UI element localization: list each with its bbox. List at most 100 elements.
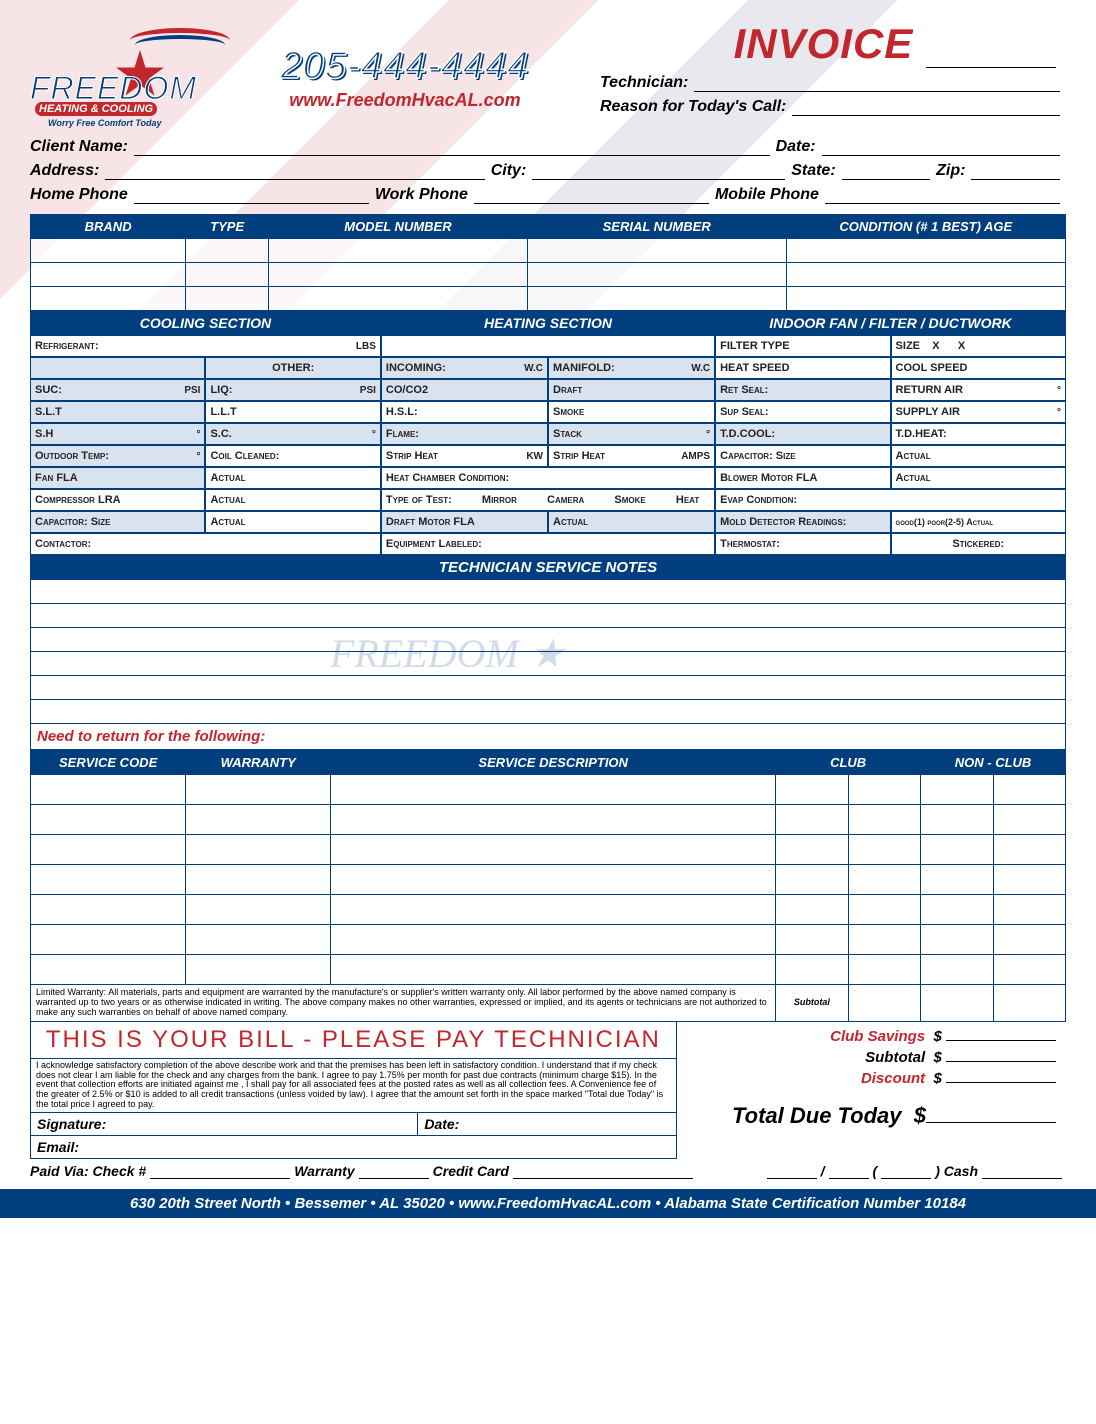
coco2-cell[interactable]: CO/CO2 bbox=[381, 379, 548, 401]
note-line[interactable] bbox=[30, 604, 1066, 628]
note-line[interactable] bbox=[30, 652, 1066, 676]
complra-cell[interactable]: Compressor LRA bbox=[30, 489, 205, 511]
suc-cell[interactable]: SUC:PSI bbox=[30, 379, 205, 401]
icap-cell[interactable]: Capacitor: Size bbox=[715, 445, 890, 467]
sig-date-label[interactable]: Date: bbox=[418, 1113, 676, 1136]
blower-cell[interactable]: Blower Motor FLA bbox=[715, 467, 890, 489]
sh-cell[interactable]: S.H° bbox=[30, 423, 205, 445]
check-input[interactable] bbox=[150, 1163, 290, 1179]
cc-input[interactable] bbox=[513, 1163, 693, 1179]
test-type-cell[interactable]: Type of Test: Mirror Camera Smoke Heat bbox=[381, 489, 715, 511]
subtotal-nc2[interactable] bbox=[993, 985, 1065, 1022]
technician-input[interactable] bbox=[694, 74, 1060, 92]
blower-actual[interactable]: Actual bbox=[891, 467, 1066, 489]
cap-actual[interactable]: Actual bbox=[205, 511, 380, 533]
note-line[interactable] bbox=[30, 700, 1066, 724]
svc-row[interactable] bbox=[31, 805, 1066, 835]
incoming-cell[interactable]: INCOMING:W.C bbox=[381, 357, 548, 379]
other-label[interactable]: OTHER: bbox=[205, 357, 380, 379]
tdcool-cell[interactable]: T.D.COOL: bbox=[715, 423, 890, 445]
work-phone-input[interactable] bbox=[474, 186, 709, 204]
heat-blank[interactable] bbox=[381, 335, 715, 357]
coil-cell[interactable]: Coil Cleaned: bbox=[205, 445, 380, 467]
labeled-cell[interactable]: Equipment Labeled: bbox=[381, 533, 715, 555]
svc-row[interactable] bbox=[31, 895, 1066, 925]
slt-cell[interactable]: S.L.T bbox=[30, 401, 205, 423]
subtotal-input[interactable] bbox=[946, 1061, 1056, 1062]
svc-row[interactable] bbox=[31, 835, 1066, 865]
equip-row[interactable] bbox=[31, 287, 1066, 311]
discount-input[interactable] bbox=[946, 1082, 1056, 1083]
filter-cell[interactable]: FILTER TYPE bbox=[715, 335, 890, 357]
fanfla-cell[interactable]: Fan FLA bbox=[30, 467, 205, 489]
cool-blank[interactable] bbox=[30, 357, 205, 379]
refrigerant-label[interactable]: Refrigerant:LBS bbox=[30, 335, 381, 357]
zip-input[interactable] bbox=[971, 162, 1060, 180]
reason-input[interactable] bbox=[792, 98, 1060, 116]
stack-cell[interactable]: Stack° bbox=[548, 423, 715, 445]
equip-row[interactable] bbox=[31, 239, 1066, 263]
llt-cell[interactable]: L.L.T bbox=[205, 401, 380, 423]
mold-scale[interactable]: good(1) poor(2-5) Actual bbox=[891, 511, 1066, 533]
club-savings-input[interactable] bbox=[946, 1040, 1056, 1041]
smoke-cell[interactable]: Smoke bbox=[548, 401, 715, 423]
outdoor-cell[interactable]: Outdoor Temp:° bbox=[30, 445, 205, 467]
date-input[interactable] bbox=[822, 138, 1060, 156]
sticker-cell[interactable]: Stickered: bbox=[891, 533, 1066, 555]
filter-size[interactable]: SIZE X X bbox=[891, 335, 1066, 357]
indoor-header: INDOOR FAN / FILTER / DUCTWORK bbox=[715, 311, 1066, 335]
svc-row[interactable] bbox=[31, 955, 1066, 985]
note-line[interactable] bbox=[30, 628, 1066, 652]
home-phone-input[interactable] bbox=[134, 186, 369, 204]
manifold-cell[interactable]: MANIFOLD:W.C bbox=[548, 357, 715, 379]
address-input[interactable] bbox=[105, 162, 484, 180]
city-input[interactable] bbox=[532, 162, 785, 180]
cash-label: ) Cash bbox=[935, 1163, 978, 1179]
chamber-cell[interactable]: Heat Chamber Condition: bbox=[381, 467, 715, 489]
supply-cell[interactable]: SUPPLY AIR° bbox=[891, 401, 1066, 423]
client-input[interactable] bbox=[134, 138, 770, 156]
liq-cell[interactable]: LIQ:PSI bbox=[205, 379, 380, 401]
return-cell[interactable]: RETURN AIR° bbox=[891, 379, 1066, 401]
note-line[interactable] bbox=[30, 580, 1066, 604]
exp-mo[interactable] bbox=[767, 1163, 817, 1179]
email-label[interactable]: Email: bbox=[31, 1136, 676, 1159]
grand-total-input[interactable] bbox=[926, 1122, 1056, 1123]
exp-yr[interactable] bbox=[829, 1163, 869, 1179]
supseal-cell[interactable]: Sup Seal: bbox=[715, 401, 890, 423]
draft-cell[interactable]: Draft bbox=[548, 379, 715, 401]
draftfla-cell[interactable]: Draft Motor FLA bbox=[381, 511, 548, 533]
state-input[interactable] bbox=[842, 162, 931, 180]
heatspeed-cell[interactable]: HEAT SPEED bbox=[715, 357, 890, 379]
coolspeed-cell[interactable]: COOL SPEED bbox=[891, 357, 1066, 379]
fanfla-actual[interactable]: Actual bbox=[205, 467, 380, 489]
hsl-cell[interactable]: H.S.L: bbox=[381, 401, 548, 423]
stripheat-kw[interactable]: Strip HeatKW bbox=[381, 445, 548, 467]
sc-cell[interactable]: S.C.° bbox=[205, 423, 380, 445]
mobile-phone-input[interactable] bbox=[825, 186, 1060, 204]
cap-cell[interactable]: Capacitor: Size bbox=[30, 511, 205, 533]
draftfla-actual[interactable]: Actual bbox=[548, 511, 715, 533]
mold-cell[interactable]: Mold Detector Readings: bbox=[715, 511, 890, 533]
footer-bar: 630 20th Street North • Bessemer • AL 35… bbox=[0, 1189, 1096, 1218]
stripheat-amps[interactable]: Strip HeatAMPS bbox=[548, 445, 715, 467]
contactor-cell[interactable]: Contactor: bbox=[30, 533, 381, 555]
svc-row[interactable] bbox=[31, 865, 1066, 895]
retseal-cell[interactable]: Ret Seal: bbox=[715, 379, 890, 401]
flame-cell[interactable]: Flame: bbox=[381, 423, 548, 445]
complra-actual[interactable]: Actual bbox=[205, 489, 380, 511]
subtotal-nc1[interactable] bbox=[921, 985, 993, 1022]
equip-row[interactable] bbox=[31, 263, 1066, 287]
therm-cell[interactable]: Thermostat: bbox=[715, 533, 890, 555]
icap-actual[interactable]: Actual bbox=[891, 445, 1066, 467]
note-line[interactable] bbox=[30, 676, 1066, 700]
warranty-input[interactable] bbox=[359, 1163, 429, 1179]
evap-cell[interactable]: Evap Condition: bbox=[715, 489, 1066, 511]
tdheat-cell[interactable]: T.D.HEAT: bbox=[891, 423, 1066, 445]
cvv[interactable] bbox=[881, 1163, 931, 1179]
svc-row[interactable] bbox=[31, 775, 1066, 805]
svc-row[interactable] bbox=[31, 925, 1066, 955]
cash-input[interactable] bbox=[982, 1163, 1062, 1179]
signature-label[interactable]: Signature: bbox=[31, 1113, 418, 1136]
subtotal-club[interactable] bbox=[848, 985, 920, 1022]
